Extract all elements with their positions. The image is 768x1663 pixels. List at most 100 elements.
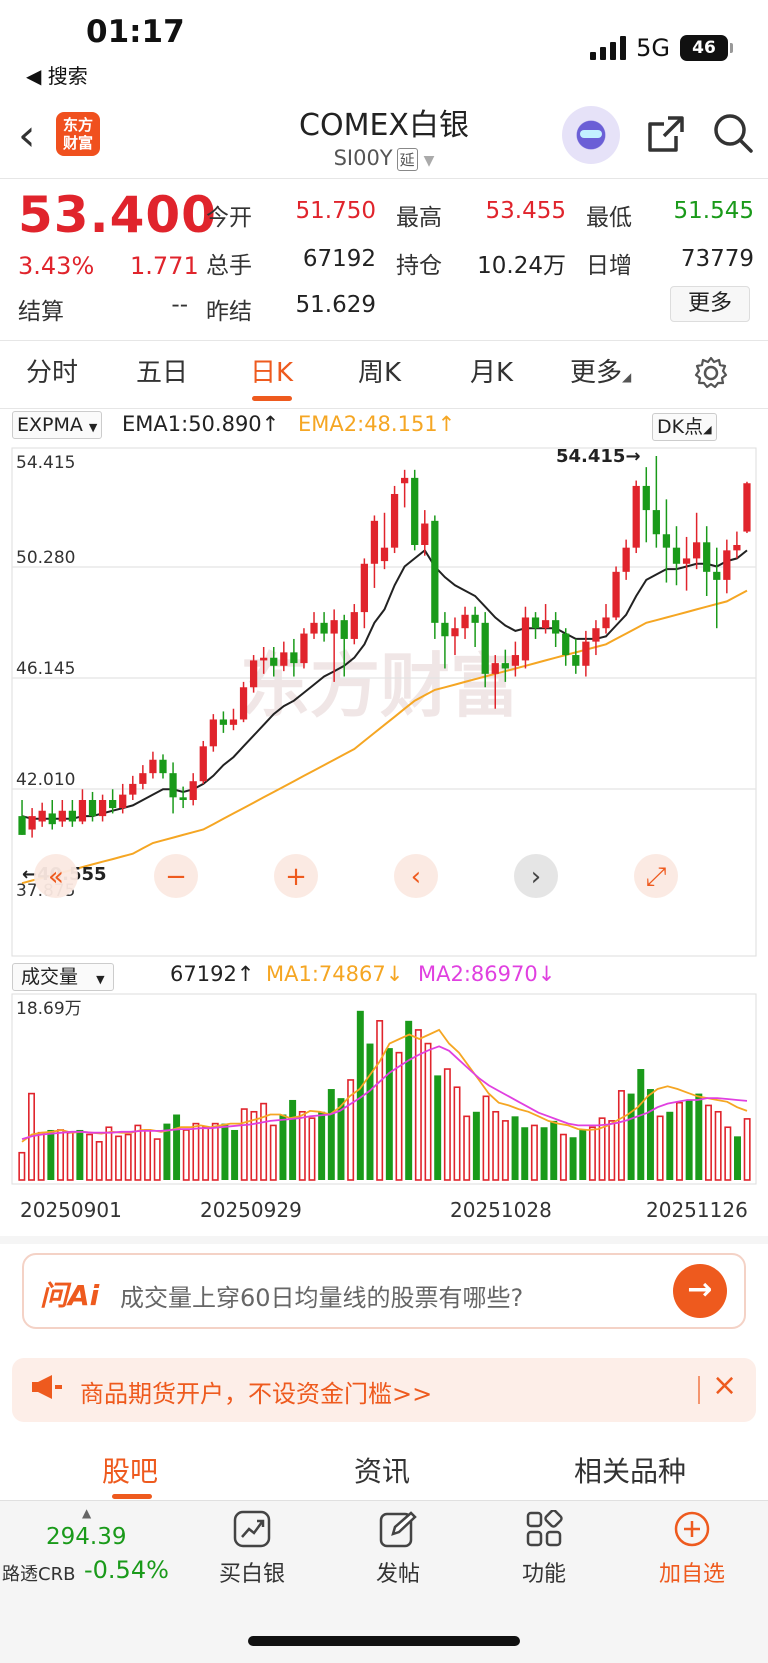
tab-monthly-k[interactable]: 月K [470,358,514,388]
plus-circle-icon [674,1511,710,1547]
candle-body [370,520,379,564]
bottom-toolbar [0,1500,768,1663]
candle-body [521,617,530,661]
volume-bar [279,1114,287,1180]
grid-icon [526,1510,563,1547]
volume-bar [134,1124,142,1181]
crb-index-change: -0.54% [84,1556,169,1584]
volume-bar [734,1136,741,1180]
volume-bar [608,1120,616,1181]
ema2-line [21,589,748,885]
candle-body [88,800,97,817]
tab-intraday[interactable]: 分时 [26,358,79,388]
zoom-in-icon: + [285,862,307,892]
dk-selector[interactable]: DK点◢ [652,412,717,441]
crb-index-name: 路透CRB [2,1564,76,1585]
quote-label-low: 最低 [586,205,632,231]
candle-body [562,633,570,656]
back-arrow-icon[interactable]: ‹ [18,110,36,161]
volume-bar [617,1090,625,1181]
ai-question-box[interactable] [22,1253,746,1329]
y-axis-label: 46.145 [16,659,75,679]
candle-body [622,547,630,572]
candle-body [68,810,77,822]
status-indicators: 5G 46 [590,34,733,62]
fullscreen-button[interactable] [634,854,678,898]
active-tab-indicator [252,396,292,401]
quote-label-oi: 持仓 [396,253,442,279]
contract-code[interactable]: SI00Y 延 ▼ [0,146,768,171]
candle-body [390,493,399,548]
ai-question-text[interactable]: 成交量上穿60日均量线的股票有哪些? [120,1284,524,1312]
scroll-right-button[interactable] [514,854,558,898]
scroll-left-button[interactable] [394,854,438,898]
date-label: 20251028 [450,1198,552,1222]
volume-bar [76,1129,84,1180]
volume-bar [646,1089,654,1180]
divider [0,178,768,179]
period-tabs: 分时 五日 日K 周K 月K 更多◢ [0,352,768,400]
quote-value-open: 51.750 [295,198,376,224]
bottom-tab-indicator [112,1494,152,1499]
volume-bar [182,1129,190,1181]
back-to-search[interactable]: ◀ 搜索 [26,64,88,88]
search-icon[interactable] [712,112,754,158]
buy-silver-button[interactable]: 买白银 [182,1510,322,1588]
tab-more[interactable]: 更多◢ [570,352,631,389]
functions-label: 功能 [521,1562,566,1587]
candle-body [119,794,127,809]
tab-related[interactable]: 相关品种 [574,1455,687,1488]
indicator-selector[interactable]: EXPMA ▼ [12,411,103,439]
volume-bar [521,1127,529,1180]
volume-bar [685,1099,693,1180]
add-watchlist-button[interactable]: 加自选 [622,1510,762,1588]
candle-body [662,534,671,548]
add-watchlist-label: 加自选 [658,1562,725,1587]
page-title: COMEX白银 [299,108,469,143]
expand-up-icon[interactable]: ▲ [82,1506,92,1520]
zoom-in-button[interactable] [274,854,318,898]
tab-five-day[interactable]: 五日 [136,358,189,388]
section-gap [0,1236,768,1244]
promo-banner[interactable] [12,1358,756,1422]
tab-weekly-k[interactable]: 周K [358,358,402,388]
volume-chart[interactable]: 18.69万 [0,990,768,1186]
volume-bar [366,1043,374,1180]
tab-news[interactable]: 资讯 [354,1455,411,1488]
volume-bar [153,1138,161,1181]
volume-selector[interactable]: 成交量 ▼ [12,962,114,991]
volume-bar [637,1069,645,1180]
scroll-start-button[interactable] [34,854,78,898]
indicator-selector-label: EXPMA [17,414,83,436]
volume-bar [579,1129,587,1180]
post-button[interactable]: 发帖 [328,1510,468,1588]
quote-value-high: 53.455 [485,198,566,224]
zoom-out-button[interactable] [154,854,198,898]
tab-daily-k[interactable]: 日K [250,358,294,388]
functions-button[interactable]: 功能 [474,1510,614,1588]
volume-bar [695,1093,703,1180]
candle-body [552,620,560,634]
y-axis-label: 50.280 [16,548,75,568]
ai-robot-avatar[interactable] [562,106,620,164]
share-icon[interactable] [646,114,686,158]
arrow-right-icon[interactable]: → [673,1264,727,1318]
scroll-right-icon: › [531,862,541,892]
volume-bar [511,1116,519,1180]
more-quote-button[interactable]: 更多 [670,286,750,322]
candle-body [380,547,389,562]
volume-bar [240,1108,248,1181]
volume-bar [714,1110,722,1181]
settings-gear-icon[interactable] [694,356,728,394]
quote-label-prev-settle: 昨结 [206,299,252,325]
close-icon[interactable]: × [712,1368,738,1403]
candle-body [219,719,228,725]
promo-text[interactable]: 商品期货开户，不设资金门槛>> [80,1380,433,1408]
tab-forum[interactable]: 股吧 [102,1455,159,1488]
change-value: 1.771 [130,252,199,280]
crb-index-value[interactable]: 294.39 [46,1524,127,1550]
candle-body [129,783,137,795]
volume-bar [260,1102,268,1181]
quote-label-volume: 总手 [206,253,252,279]
